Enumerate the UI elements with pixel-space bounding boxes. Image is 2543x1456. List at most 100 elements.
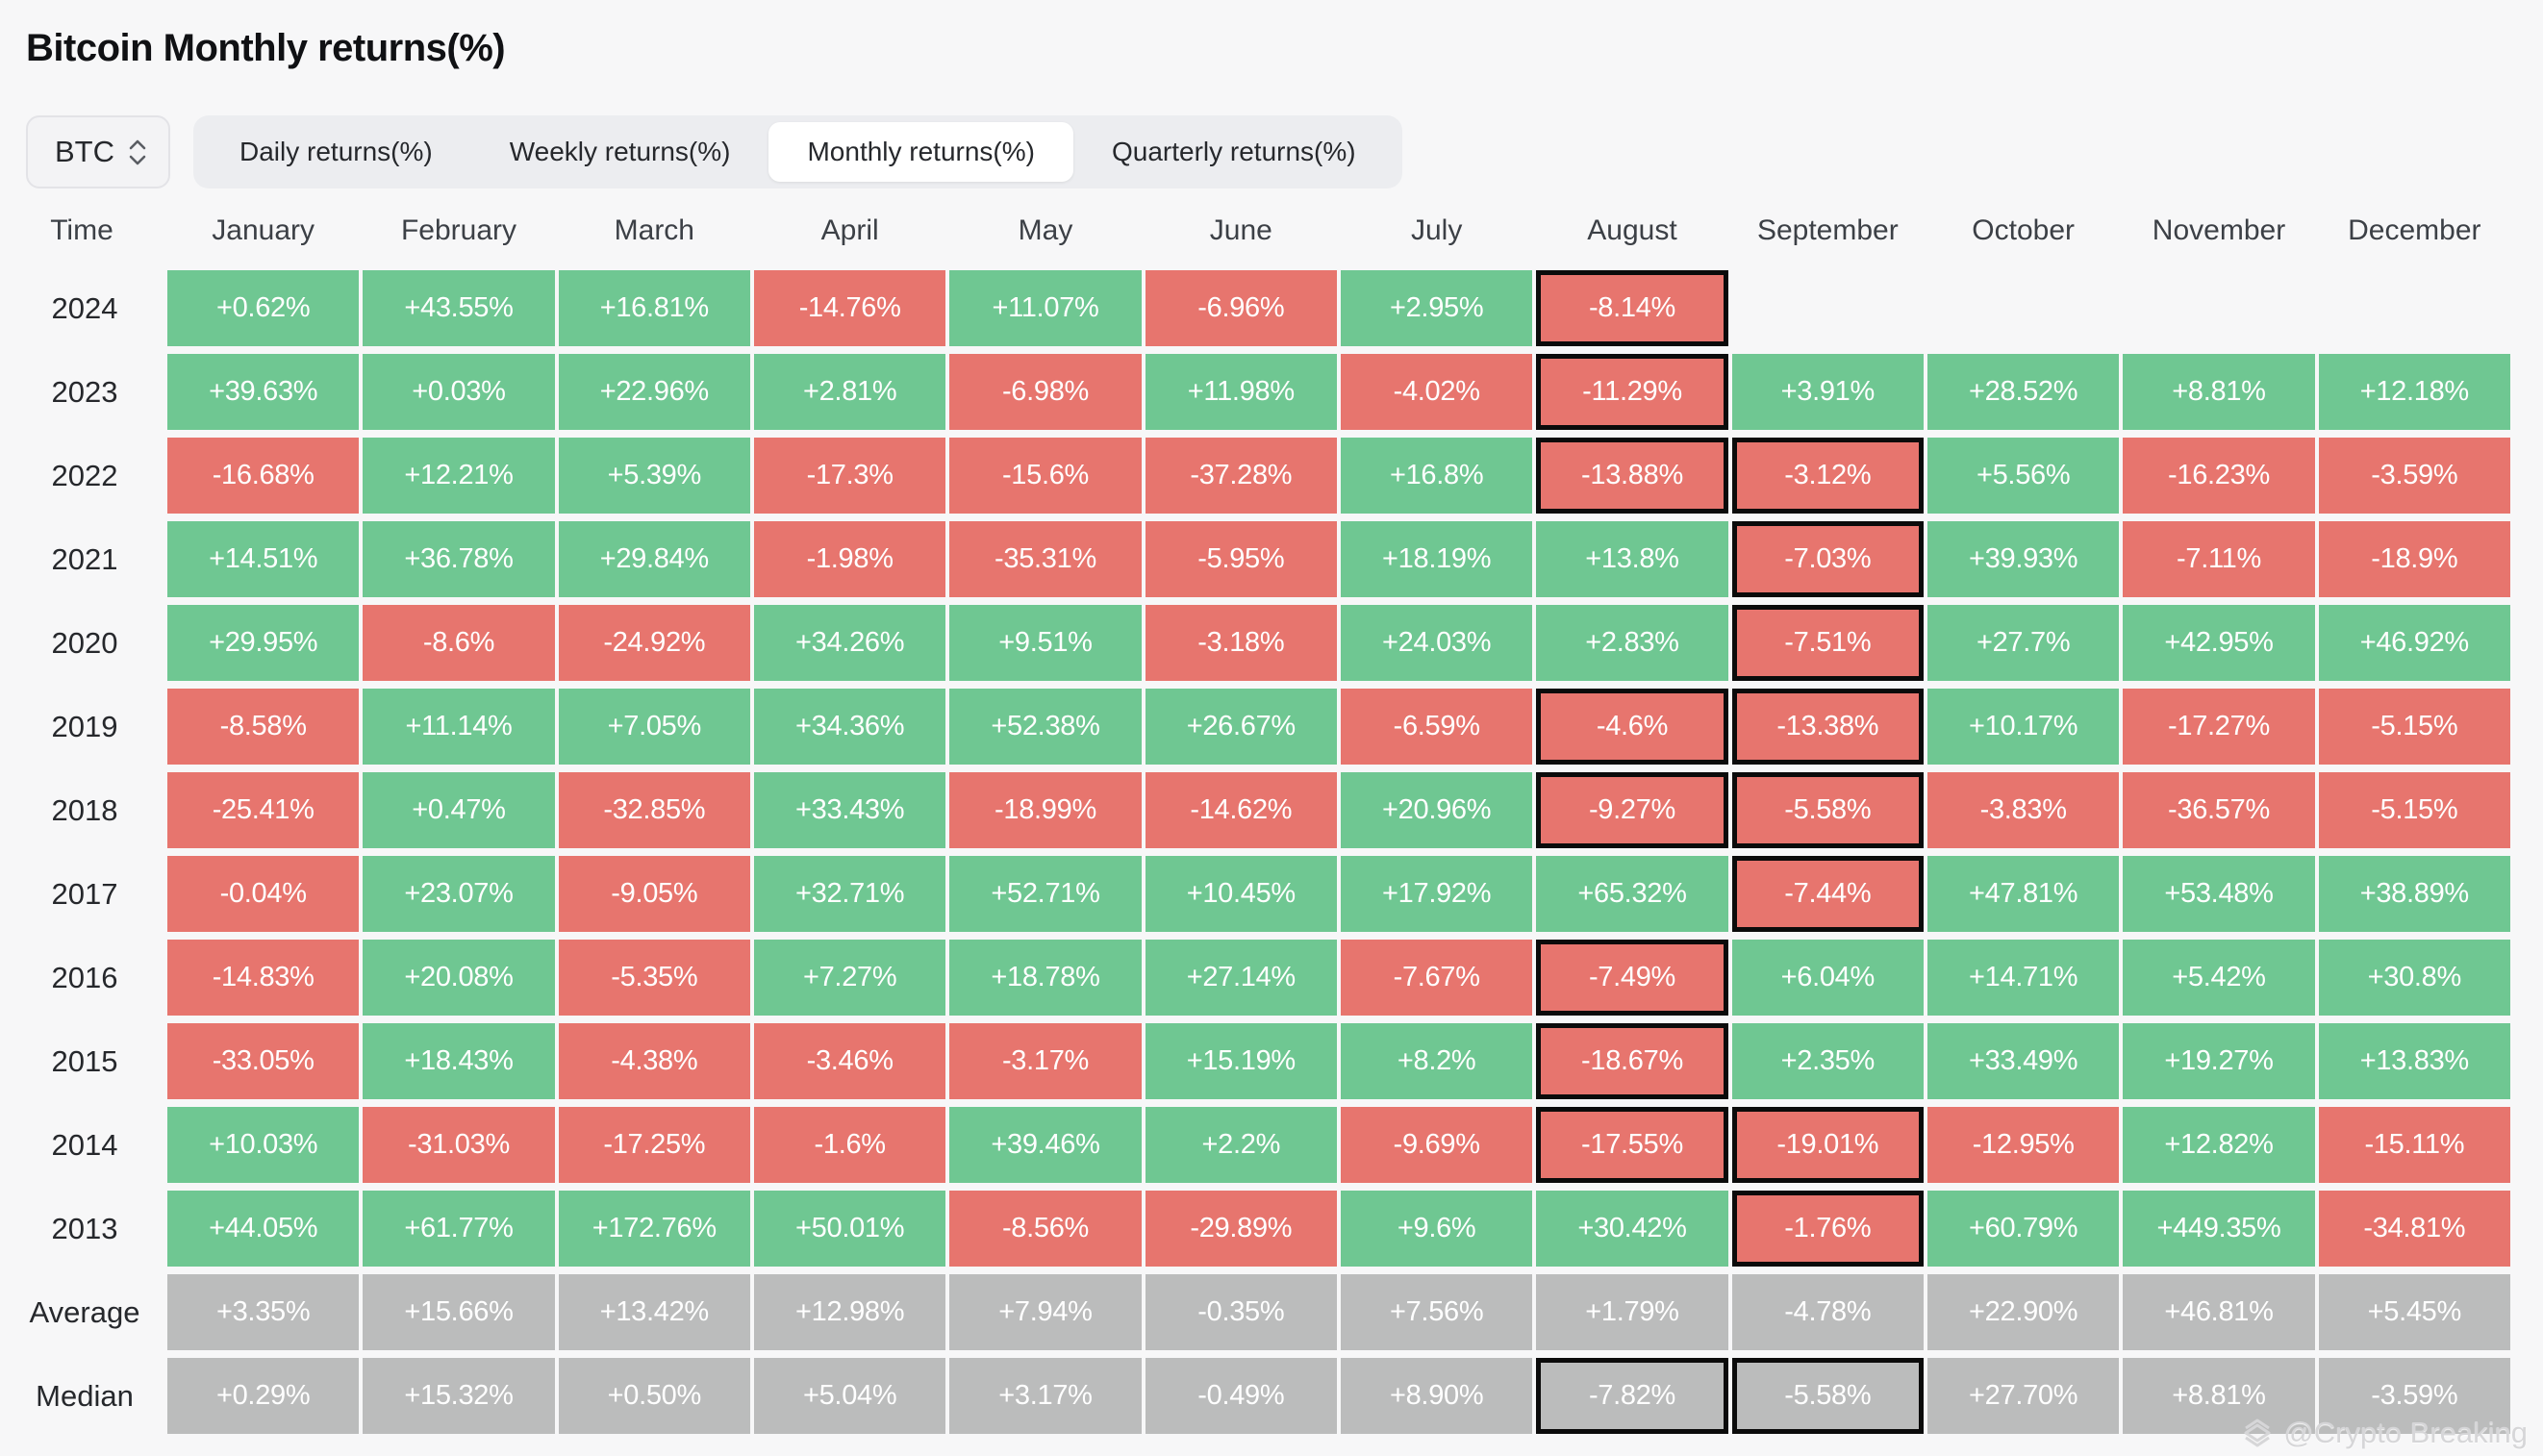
- return-cell: -36.57%: [2123, 772, 2315, 848]
- row-label-2014: 2014: [51, 1127, 118, 1162]
- return-cell: -1.76%: [1731, 1191, 1924, 1267]
- return-cell: -6.98%: [949, 354, 1142, 430]
- return-cell: -0.04%: [167, 856, 360, 932]
- return-cell: +1.79%: [1536, 1274, 1728, 1350]
- return-cell: +29.95%: [167, 605, 360, 681]
- return-cell: -12.95%: [1926, 1107, 2120, 1183]
- return-cell: -16.23%: [2123, 438, 2315, 514]
- return-cell: +39.93%: [1926, 521, 2120, 597]
- return-cell: -13.88%: [1536, 438, 1728, 514]
- return-cell: -16.68%: [167, 438, 360, 514]
- return-cell: +7.05%: [558, 689, 750, 765]
- return-cell: +12.82%: [2123, 1107, 2315, 1183]
- return-cell: -31.03%: [363, 1107, 555, 1183]
- column-header-february: February: [400, 214, 517, 246]
- return-cell: +23.07%: [363, 856, 555, 932]
- column-header-september: September: [1756, 214, 1899, 246]
- return-cell: +61.77%: [363, 1191, 555, 1267]
- return-cell: -37.28%: [1145, 438, 1337, 514]
- return-cell: +8.90%: [1340, 1358, 1533, 1434]
- tab-quarterly-returns[interactable]: Quarterly returns(%): [1073, 122, 1395, 182]
- return-cell: -33.05%: [167, 1023, 360, 1099]
- return-cell: +2.35%: [1731, 1023, 1924, 1099]
- return-cell: +3.35%: [167, 1274, 360, 1350]
- return-cell: +12.21%: [363, 438, 555, 514]
- return-cell: +16.8%: [1340, 438, 1533, 514]
- watermark: @Crypto Breaking: [2241, 1416, 2528, 1450]
- return-cell: +8.81%: [2123, 354, 2315, 430]
- return-cell-empty: [1927, 270, 2119, 346]
- row-label-2017: 2017: [51, 876, 118, 911]
- return-cell: -5.95%: [1145, 521, 1337, 597]
- return-cell: +52.71%: [949, 856, 1142, 932]
- column-header-may: May: [1018, 214, 1073, 246]
- return-cell: -15.6%: [949, 438, 1142, 514]
- return-cell: -8.14%: [1536, 270, 1728, 346]
- return-cell: -7.44%: [1731, 856, 1924, 932]
- return-cell: +14.71%: [1926, 940, 2120, 1016]
- column-header-april: April: [820, 214, 879, 246]
- return-cell: -7.03%: [1731, 521, 1924, 597]
- tab-weekly-returns[interactable]: Weekly returns(%): [471, 122, 769, 182]
- asset-selector[interactable]: BTC: [26, 115, 170, 188]
- return-cell: -5.35%: [558, 940, 750, 1016]
- row-label-median: Median: [36, 1378, 134, 1413]
- row-label-2023: 2023: [51, 374, 118, 409]
- column-header-december: December: [2348, 214, 2481, 246]
- tab-monthly-returns[interactable]: Monthly returns(%): [768, 122, 1073, 182]
- return-cell: +53.48%: [2123, 856, 2315, 932]
- return-cell: +0.29%: [167, 1358, 360, 1434]
- return-cell: +18.19%: [1340, 521, 1533, 597]
- return-cell: +27.70%: [1926, 1358, 2120, 1434]
- return-cell: +0.47%: [363, 772, 555, 848]
- return-cell: +32.71%: [753, 856, 946, 932]
- return-cell: +46.81%: [2123, 1274, 2315, 1350]
- return-cell: -7.51%: [1731, 605, 1924, 681]
- return-cell: -7.11%: [2123, 521, 2315, 597]
- column-header-time: Time: [50, 214, 113, 246]
- return-cell: +11.14%: [363, 689, 555, 765]
- return-cell: +20.96%: [1340, 772, 1533, 848]
- return-cell: +27.14%: [1145, 940, 1337, 1016]
- return-cell: -34.81%: [2318, 1191, 2510, 1267]
- return-cell: -7.67%: [1340, 940, 1533, 1016]
- row-label-2022: 2022: [51, 458, 118, 492]
- return-cell: +11.98%: [1145, 354, 1337, 430]
- return-cell: +2.81%: [753, 354, 946, 430]
- row-label-2021: 2021: [51, 541, 118, 576]
- return-cell: +12.18%: [2318, 354, 2510, 430]
- return-cell: +7.56%: [1340, 1274, 1533, 1350]
- return-cell: -14.76%: [753, 270, 946, 346]
- return-cell: +50.01%: [753, 1191, 946, 1267]
- return-cell: +5.39%: [558, 438, 750, 514]
- return-cell: +42.95%: [2123, 605, 2315, 681]
- return-cell: +6.04%: [1731, 940, 1924, 1016]
- return-cell: +8.81%: [2123, 1358, 2315, 1434]
- return-cell: -5.15%: [2318, 689, 2510, 765]
- return-cell: -11.29%: [1536, 354, 1728, 430]
- return-cell: +18.43%: [363, 1023, 555, 1099]
- column-header-july: July: [1410, 214, 1463, 246]
- watermark-text: @Crypto Breaking: [2283, 1416, 2528, 1449]
- return-cell: +15.32%: [363, 1358, 555, 1434]
- return-cell: +449.35%: [2123, 1191, 2315, 1267]
- return-cell: +172.76%: [558, 1191, 750, 1267]
- return-cell: +65.32%: [1536, 856, 1728, 932]
- return-cell: +33.49%: [1926, 1023, 2120, 1099]
- return-cell: +15.66%: [363, 1274, 555, 1350]
- tab-daily-returns[interactable]: Daily returns(%): [201, 122, 471, 182]
- return-cell: -29.89%: [1145, 1191, 1337, 1267]
- return-cell: -25.41%: [167, 772, 360, 848]
- column-header-november: November: [2152, 214, 2286, 246]
- return-cell: -9.05%: [558, 856, 750, 932]
- return-cell: -5.58%: [1731, 1358, 1924, 1434]
- return-cell: +33.43%: [753, 772, 946, 848]
- row-label-average: Average: [29, 1294, 140, 1329]
- return-cell: +20.08%: [363, 940, 555, 1016]
- return-cell: -3.59%: [2318, 438, 2510, 514]
- return-cell: -8.56%: [949, 1191, 1142, 1267]
- return-cell: -3.18%: [1145, 605, 1337, 681]
- return-cell: -3.46%: [753, 1023, 946, 1099]
- row-label-2024: 2024: [51, 290, 118, 325]
- return-cell: +13.8%: [1536, 521, 1728, 597]
